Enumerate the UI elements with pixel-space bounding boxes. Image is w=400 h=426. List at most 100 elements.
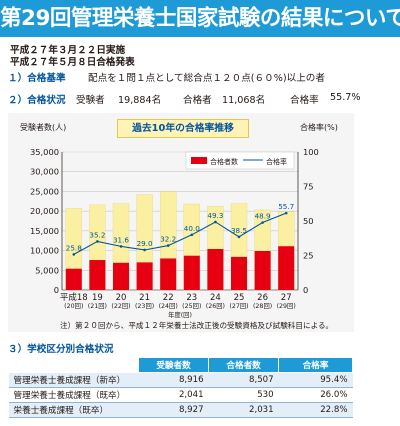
rate-label: 合格率	[290, 95, 319, 106]
x-tick-label: 22	[163, 293, 174, 303]
chart-title: 過去10年の合格率推移	[117, 119, 249, 138]
left-tick-label: 35,000	[30, 147, 59, 157]
status-label: ２）合格状況	[8, 95, 66, 106]
page-title: 第29回管理栄養士国家試験の結果について	[0, 0, 400, 37]
row-passers: 530	[208, 387, 279, 403]
bar-passers	[89, 260, 106, 290]
right-tick-label: 75	[303, 182, 314, 192]
school-label: ３）学校区分別合格状況	[8, 344, 114, 355]
row-examinees: 8,916	[138, 372, 209, 388]
bar-passers	[231, 256, 247, 290]
exam-date: 平成２７年３月２２日実施	[10, 45, 126, 56]
x-tick-sublabel: (23回)	[135, 302, 154, 310]
table-row: 管理栄養士養成課程（新卒） 8,916 8,507 95.4%	[8, 372, 353, 388]
passers-value: 11,068名	[222, 95, 266, 106]
rate-data-label: 48.9	[255, 212, 271, 221]
rate-point	[119, 245, 123, 248]
rate-data-label: 29.0	[137, 239, 153, 248]
rate-point	[190, 233, 194, 237]
rate-point	[214, 220, 217, 224]
bar-passers	[160, 258, 177, 290]
row-category: 栄養士養成課程（既卒）	[8, 402, 139, 418]
left-axis-title: 受験者数(人)	[20, 122, 66, 132]
bar-passers	[183, 255, 200, 290]
x-tick-sublabel: (29回)	[277, 302, 296, 310]
row-category: 管理栄養士養成課程（新卒）	[8, 372, 139, 388]
left-tick-label: 10,000	[30, 246, 59, 256]
rate-point	[237, 235, 241, 239]
left-tick-label: 15,000	[30, 226, 59, 236]
criteria-label: １）合格基準	[8, 73, 66, 84]
rate-point	[96, 240, 99, 243]
rate-point	[166, 244, 170, 247]
bar-passers	[113, 262, 129, 290]
rate-data-label: 38.5	[231, 226, 247, 235]
rate-data-label: 55.7	[278, 202, 294, 211]
x-tick-label: 25	[234, 293, 245, 303]
x-tick-sublabel: (21回)	[88, 302, 107, 310]
row-category: 管理栄養士養成課程（既卒）	[8, 387, 139, 403]
examinees-label: 受験者	[76, 95, 105, 106]
x-tick-label: 24	[210, 293, 221, 303]
right-tick-label: 100	[303, 147, 319, 157]
x-tick-label: 20	[116, 293, 127, 303]
rate-data-label: 31.6	[113, 235, 129, 244]
school-results-table: 受験者数 合格者数 合格率 管理栄養士養成課程（新卒） 8,916 8,507 …	[8, 357, 353, 418]
rate-point	[261, 221, 264, 224]
criteria-text: 配点を１問１点として総合点１２０点(６０%)以上の者	[88, 73, 325, 84]
x-tick-sublabel: (26回)	[206, 302, 225, 310]
row-rate: 22.8%	[278, 402, 353, 418]
table-header-examinees: 受験者数	[137, 357, 210, 373]
x-tick-sublabel: (22回)	[111, 302, 130, 310]
table-header-row: 受験者数 合格者数 合格率	[8, 357, 353, 373]
rate-data-label: 32.2	[160, 235, 176, 244]
legend-passers-swatch	[191, 157, 207, 164]
rate-value: 55.7%	[330, 92, 361, 103]
x-axis-title: 年度(回)	[168, 310, 192, 319]
x-tick-sublabel: (20回)	[64, 302, 83, 310]
chart-note: 注）第２０回から、平成１２年栄養士法改正後の受験資格及び試験科目による。	[60, 321, 334, 330]
x-tick-label: 19	[92, 293, 103, 303]
right-tick-label: 0	[303, 285, 308, 295]
bar-passers	[278, 246, 295, 290]
rate-data-label: 25.8	[66, 243, 82, 252]
left-tick-label: 0	[54, 285, 59, 295]
left-tick-label: 20,000	[30, 206, 59, 216]
table-row: 管理栄養士養成課程（既卒） 2,041 530 26.0%	[8, 387, 353, 403]
row-rate: 26.0%	[278, 387, 353, 403]
rate-data-label: 35.2	[89, 230, 105, 239]
x-tick-label: 平成18	[60, 292, 88, 303]
announce-date: 平成２７年５月８日合格発表	[10, 57, 135, 68]
x-tick-sublabel: (28回)	[253, 302, 272, 310]
left-tick-label: 25,000	[30, 186, 59, 196]
rate-point	[284, 211, 288, 215]
right-axis-title: 合格率(%)	[300, 122, 338, 132]
legend-passers-label: 合格者数	[210, 157, 238, 166]
table-header-rate: 合格率	[278, 357, 353, 373]
bar-passers	[254, 250, 271, 290]
passers-label: 合格者	[183, 95, 212, 106]
rate-point	[72, 253, 76, 256]
x-tick-sublabel: (25回)	[182, 302, 201, 310]
row-examinees: 8,927	[138, 402, 209, 418]
x-tick-label: 23	[186, 293, 197, 303]
table-header-passers: 合格者数	[208, 357, 280, 373]
left-tick-label: 5,000	[35, 265, 59, 275]
rate-point	[143, 248, 146, 252]
x-tick-label: 26	[257, 293, 268, 303]
rate-data-label: 40.0	[184, 224, 200, 233]
row-passers: 2,031	[208, 402, 279, 418]
bar-passers	[207, 248, 224, 290]
table-header-blank	[8, 357, 139, 373]
row-examinees: 2,041	[138, 387, 209, 403]
legend-box	[185, 151, 295, 170]
x-tick-sublabel: (27回)	[229, 302, 248, 310]
legend-rate-label: 合格率	[266, 157, 287, 166]
right-tick-label: 50	[303, 216, 314, 226]
table-row: 栄養士養成課程（既卒） 8,927 2,031 22.8%	[8, 402, 353, 418]
x-tick-label: 27	[281, 293, 292, 303]
x-tick-label: 21	[139, 293, 150, 303]
rate-line	[73, 212, 287, 255]
examinees-value: 19,884名	[118, 95, 162, 106]
